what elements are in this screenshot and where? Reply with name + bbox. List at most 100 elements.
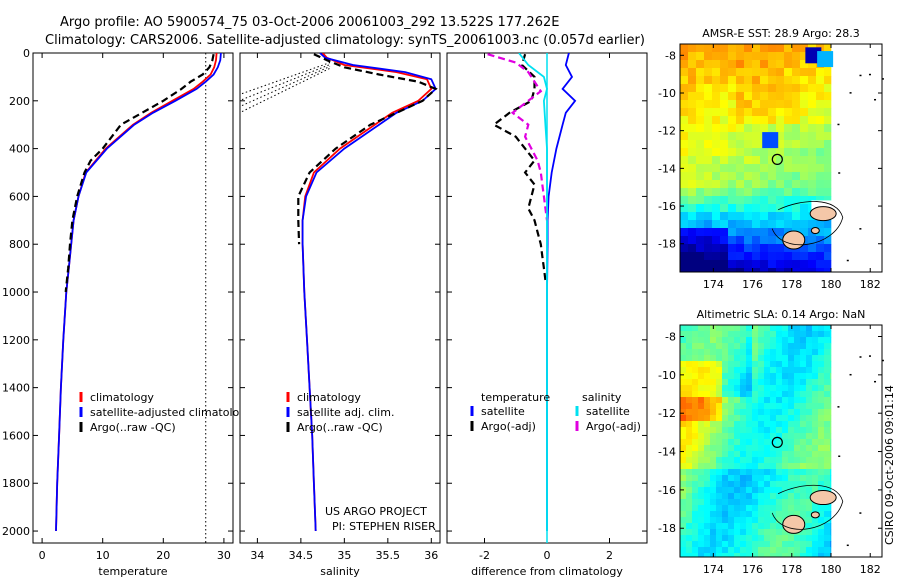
sst_map-cell [696, 92, 705, 101]
sla_map-cell [788, 385, 795, 392]
sst_map-cell [760, 252, 769, 261]
sst_map-cell [680, 124, 689, 133]
sla_map-cell [770, 445, 777, 452]
sst_map-cell [792, 204, 801, 213]
sst_map-cell [784, 76, 793, 85]
salinity-series-2 [297, 53, 438, 245]
sla_map-cell [812, 427, 819, 434]
sla_map-cell [812, 403, 819, 410]
sla_map-cell [692, 397, 699, 404]
sla_map-cell [764, 331, 771, 338]
sla_map-cell [698, 547, 705, 554]
sst_map-cell [696, 164, 705, 173]
sla_map-cell [740, 397, 747, 404]
sst_map-cell [760, 84, 769, 93]
sst_map-cell [696, 260, 705, 269]
sst_map-cell [728, 268, 737, 273]
sla_map-cell [770, 493, 777, 500]
sst_map-cell [784, 68, 793, 77]
sla_map-cell [692, 505, 699, 512]
sla_map-cell [764, 415, 771, 422]
sst_map-cell [816, 148, 825, 157]
sla_map-cell [782, 451, 789, 458]
sst_map-cell [688, 220, 697, 229]
sla_map-cell [818, 397, 825, 404]
sla_map-cell [794, 367, 801, 374]
sst_map-cell [744, 116, 753, 125]
sst_map-cell [720, 252, 729, 261]
sst_map-cell [824, 180, 832, 189]
sla_map-cell [806, 325, 813, 332]
sst_map-cell [752, 100, 761, 109]
sst_map-cell [712, 52, 721, 61]
sla_map-cell [818, 349, 825, 356]
sst_map-cell [752, 148, 761, 157]
sla_map-cell [758, 535, 765, 542]
sla_map-cell [722, 505, 729, 512]
sla_map-cell [746, 445, 753, 452]
sst_map-cell [720, 44, 729, 53]
sla_map-cell [830, 379, 832, 386]
sla_map-cell [782, 547, 789, 554]
sla_map-cell [830, 481, 832, 488]
sla_map-cell [704, 409, 711, 416]
sst_map-cell [744, 236, 753, 245]
sst_map-cell [688, 148, 697, 157]
sla_map-cell [716, 457, 723, 464]
sst_map-reef-dot [874, 98, 877, 101]
sla_map-cell [686, 541, 693, 548]
sst_map-cell [824, 100, 832, 109]
sla_map-cell [818, 373, 825, 380]
sst_map-cell [768, 124, 777, 133]
sst_map-cell [768, 52, 777, 61]
sst_map-cell [824, 140, 832, 149]
sla_map-cell [704, 373, 711, 380]
sla_map-cell [770, 361, 777, 368]
sla_map-cell [704, 541, 711, 548]
sla_map-cell [752, 463, 759, 470]
sla_map-cell [698, 493, 705, 500]
sla_map-cell [704, 331, 711, 338]
sla_map-cell [722, 415, 729, 422]
sla_map-cell [686, 475, 693, 482]
sla_map-cell [794, 439, 801, 446]
sla_map-cell [698, 373, 705, 380]
sla_map-cell [680, 511, 687, 518]
sla_map-cell [764, 535, 771, 542]
sla_map-cell [818, 511, 825, 518]
sst_map-cell [688, 108, 697, 117]
sla_map-cell [716, 463, 723, 470]
sla_map-cell [728, 475, 735, 482]
sla_map-cell [692, 355, 699, 362]
sst_map-cell [752, 164, 761, 173]
temperature-ytick-label: 600 [9, 190, 30, 203]
sst_map-cell [784, 268, 793, 273]
sst_map-cell [696, 44, 705, 53]
sla_map-cell [752, 427, 759, 434]
sla_map-cell [806, 481, 813, 488]
sla_map-cell [776, 379, 783, 386]
sst_map-cell [696, 204, 705, 213]
sla_map-cell [776, 355, 783, 362]
sla_map-cell [746, 349, 753, 356]
sst_map-cell [752, 196, 761, 205]
sla_map-cell [734, 457, 741, 464]
sla_map-cell [794, 409, 801, 416]
sla_map-cell [812, 343, 819, 350]
sla_map-cell [740, 337, 747, 344]
sla_map-cell [692, 391, 699, 398]
sla_map-cell [746, 325, 753, 332]
sst_map-cell [704, 60, 713, 69]
sla_map-cell [728, 391, 735, 398]
sst_map-cell [784, 212, 793, 221]
sla_map-cell [752, 415, 759, 422]
sst_map-cell [768, 244, 777, 253]
sst_map-cell [760, 60, 769, 69]
sla_map-cell [746, 331, 753, 338]
sla_map-cell [692, 535, 699, 542]
sst_map-reef-dot [859, 74, 862, 77]
sst_map-cell [736, 252, 745, 261]
sla_map-cell [722, 493, 729, 500]
sla_map-cell [806, 331, 813, 338]
sla_map-cell [818, 463, 825, 470]
